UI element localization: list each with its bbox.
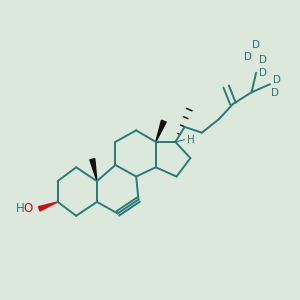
Text: D: D: [259, 68, 267, 78]
Text: D: D: [244, 52, 252, 61]
Text: D: D: [259, 55, 267, 65]
Text: H: H: [16, 202, 24, 215]
Text: O: O: [23, 202, 32, 215]
Polygon shape: [38, 202, 58, 211]
Polygon shape: [90, 159, 97, 181]
Text: D: D: [273, 75, 281, 85]
Text: D: D: [252, 40, 260, 50]
Text: D: D: [271, 88, 279, 98]
Text: H: H: [187, 135, 195, 145]
Polygon shape: [156, 120, 166, 142]
